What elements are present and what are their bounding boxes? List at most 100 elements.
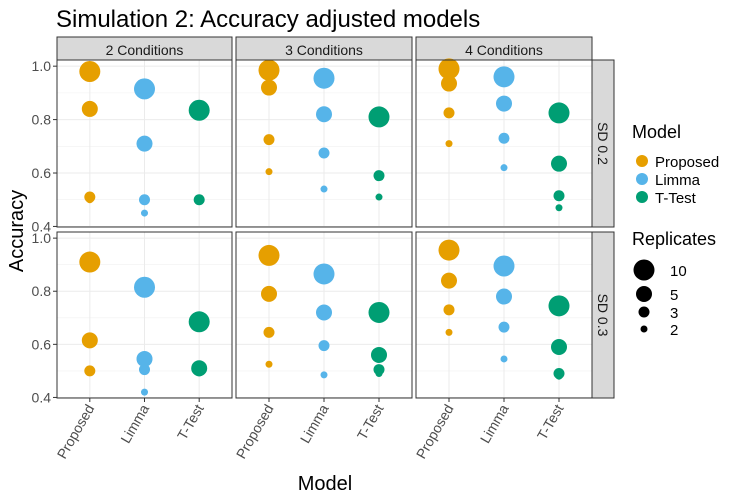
point-proposed-rep5 <box>261 79 277 96</box>
point-proposed-rep10 <box>258 59 280 81</box>
point-limma-rep2 <box>141 388 148 396</box>
point-limma-rep5 <box>316 304 332 321</box>
y-tick-label: 0.8 <box>32 283 52 299</box>
legend-model-title: Model <box>632 122 681 142</box>
point-limma-rep2 <box>500 355 508 363</box>
y-tick-label: 0.6 <box>32 336 52 352</box>
point-limma-rep3 <box>498 321 510 333</box>
point-limma-rep2 <box>141 209 148 217</box>
point-proposed-rep2 <box>86 196 94 204</box>
point-proposed-rep3 <box>443 107 455 119</box>
legend-size-swatch-5 <box>636 286 652 302</box>
point-proposed-rep5 <box>441 75 457 92</box>
point-proposed-rep10 <box>79 61 101 83</box>
point-limma-rep5 <box>136 135 153 152</box>
y-tick-label: 0.4 <box>32 218 52 234</box>
point-limma-rep3 <box>139 194 150 206</box>
facet-label-col-0: 2 Conditions <box>106 42 184 58</box>
point-ttest-rep5 <box>371 110 387 127</box>
facet-label-row-1: SD 0.3 <box>595 294 611 337</box>
legend-size-swatch-2 <box>640 325 648 333</box>
legend-size-label-5: 5 <box>670 287 678 304</box>
point-limma-rep5 <box>496 95 512 112</box>
legend-size-label-3: 3 <box>670 305 678 322</box>
point-proposed-rep10 <box>79 251 101 273</box>
point-limma-rep10 <box>493 255 515 277</box>
facet-label-col-1: 3 Conditions <box>285 42 363 58</box>
point-proposed-rep3 <box>443 304 455 316</box>
legend-label-ttest: T-Test <box>655 190 697 207</box>
x-tick-label: Proposed <box>233 402 277 462</box>
point-proposed-rep5 <box>81 100 98 117</box>
point-ttest-rep10 <box>368 301 390 323</box>
x-tick-label: Limma <box>117 401 152 446</box>
legend-label-proposed: Proposed <box>655 154 719 171</box>
point-ttest-rep5 <box>551 338 567 355</box>
point-proposed-rep2 <box>265 168 273 176</box>
x-tick-label: Proposed <box>413 402 457 462</box>
y-tick-label: 1.0 <box>32 230 52 246</box>
point-ttest-rep2 <box>195 196 203 204</box>
x-tick-label: T-Test <box>174 401 207 442</box>
point-limma-rep3 <box>498 132 510 144</box>
x-tick-label: T-Test <box>354 401 387 442</box>
point-limma-rep3 <box>318 147 330 159</box>
point-ttest-rep2 <box>195 368 203 376</box>
legend-size-label-2: 2 <box>670 322 678 339</box>
legend-label-limma: Limma <box>655 172 701 189</box>
point-ttest-rep5 <box>191 102 208 119</box>
x-axis-title: Model <box>298 473 352 495</box>
point-limma-rep2 <box>320 371 328 379</box>
x-tick-label: T-Test <box>534 401 567 442</box>
legend-swatch-limma <box>636 173 648 185</box>
facet-label-col-2: 4 Conditions <box>465 42 543 58</box>
y-axis-title: Accuracy <box>6 190 28 272</box>
point-limma-rep10 <box>313 263 335 285</box>
point-limma-rep2 <box>320 185 328 193</box>
x-tick-label: Limma <box>477 401 512 446</box>
point-ttest-rep2 <box>375 193 383 201</box>
legend-size-label-10: 10 <box>670 263 687 280</box>
x-tick-label: Limma <box>297 401 332 446</box>
point-limma-rep3 <box>318 340 330 352</box>
point-proposed-rep3 <box>263 134 275 146</box>
point-limma-rep5 <box>136 350 153 367</box>
point-limma-rep10 <box>493 66 515 88</box>
point-proposed-rep2 <box>265 360 273 368</box>
chart-title: Simulation 2: Accuracy adjusted models <box>56 6 480 33</box>
point-proposed-rep10 <box>438 239 460 261</box>
point-ttest-rep2 <box>375 370 383 378</box>
point-proposed-rep10 <box>438 58 460 80</box>
point-limma-rep5 <box>496 288 512 305</box>
point-proposed-rep10 <box>258 244 280 266</box>
legend-swatch-proposed <box>636 155 648 167</box>
point-proposed-rep2 <box>445 328 453 336</box>
panel-border <box>235 59 413 228</box>
legend-size-swatch-3 <box>638 306 650 318</box>
point-proposed-rep5 <box>81 332 98 349</box>
legend-size-swatch-10 <box>633 259 655 281</box>
panel-border <box>415 59 593 228</box>
panel-border <box>56 59 233 228</box>
point-ttest-rep10 <box>548 102 570 124</box>
facet-label-row-0: SD 0.2 <box>595 122 611 165</box>
y-tick-label: 0.4 <box>32 389 52 405</box>
point-ttest-rep2 <box>555 372 563 380</box>
point-ttest-rep5 <box>371 346 387 363</box>
point-ttest-rep3 <box>553 190 565 202</box>
point-proposed-rep5 <box>261 285 277 302</box>
point-ttest-rep5 <box>551 155 567 172</box>
x-tick-label: Proposed <box>54 402 98 462</box>
point-proposed-rep2 <box>445 140 453 148</box>
point-ttest-rep10 <box>188 311 210 333</box>
point-proposed-rep2 <box>86 367 94 375</box>
y-tick-label: 1.0 <box>32 58 52 74</box>
point-limma-rep10 <box>313 67 335 89</box>
point-limma-rep10 <box>134 78 155 100</box>
point-ttest-rep10 <box>548 295 570 317</box>
point-limma-rep2 <box>500 164 508 172</box>
plot-area: 2 Conditions 3 Conditions 4 Conditions SD 0… <box>32 36 615 462</box>
legend-swatch-ttest <box>636 191 648 203</box>
